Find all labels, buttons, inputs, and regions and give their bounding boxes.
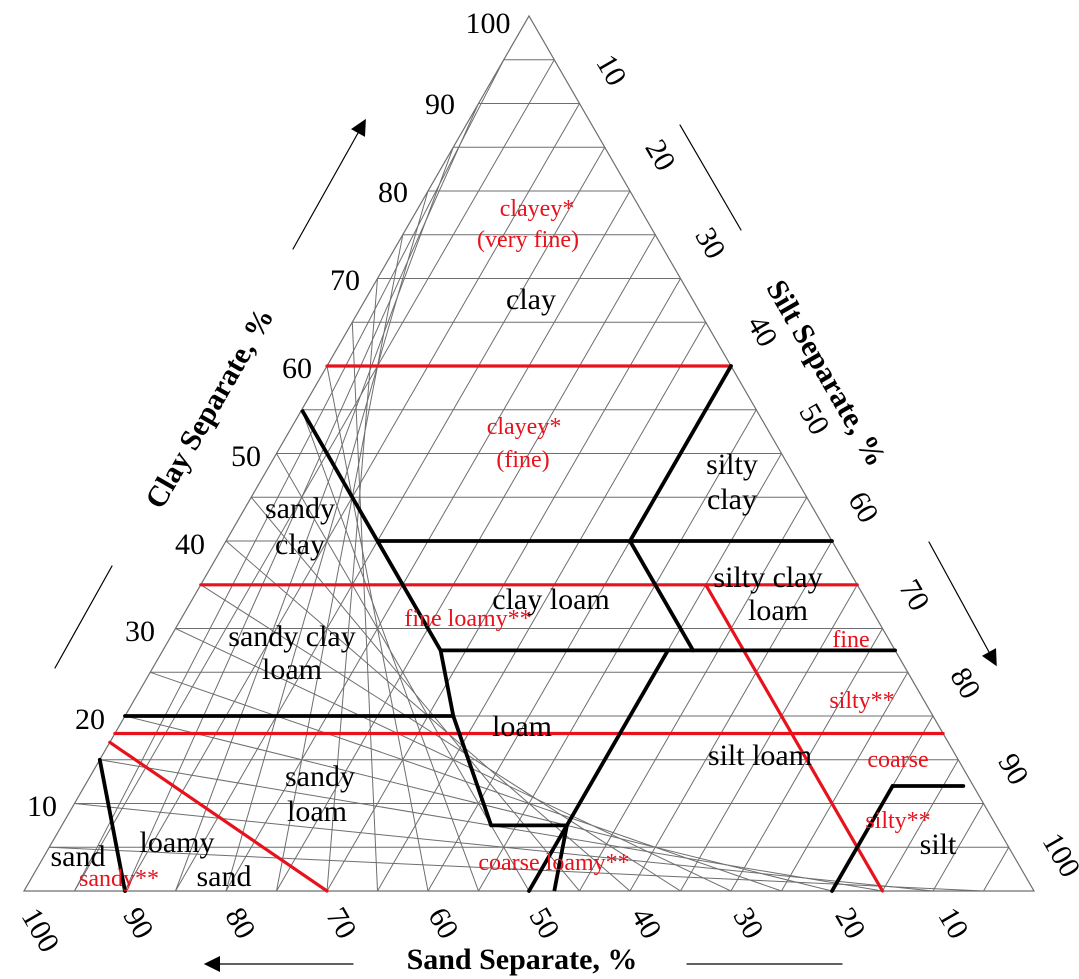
class-clay: clay: [506, 283, 556, 316]
class-silty-clay-loam-line2: loam: [748, 594, 808, 627]
clay-tick-40: 40: [175, 528, 205, 561]
gridline-silt: [579, 496, 808, 892]
silt-tick-30: 30: [688, 222, 732, 264]
clay-direction-arrow-head: [351, 118, 366, 137]
silt-direction-arrow: [928, 541, 990, 653]
class-sandy-clay-loam-line2: loam: [262, 653, 322, 686]
class-line-silty-clay: [628, 364, 733, 543]
family-fine-loamy: fine loamy**: [404, 606, 531, 632]
sand-tick-80: 80: [218, 902, 262, 944]
class-sand: sand: [51, 840, 106, 873]
family-clayey-very-fine-line2: (very fine): [477, 227, 579, 253]
silt-direction-arrow-head: [981, 648, 997, 667]
family-boundaries: [108, 364, 945, 893]
clay-tick-20: 20: [75, 703, 105, 736]
clay-tick-70: 70: [330, 264, 360, 297]
class-line-loam-right: [527, 648, 670, 893]
direction-arrows: [54, 118, 997, 972]
gridline-silt: [882, 759, 959, 892]
gridline-sand: [48, 846, 984, 892]
gridline-sand: [149, 671, 782, 892]
sand-tick-30: 30: [726, 902, 770, 944]
family-line-sandy: [108, 740, 329, 893]
sand-direction-arrow-head: [203, 956, 220, 972]
silt-tick-60: 60: [841, 486, 885, 528]
gridline-sand: [200, 584, 681, 892]
silt-tick-20: 20: [638, 134, 682, 176]
family-fine-silty-line1: fine: [832, 627, 869, 653]
gridline-silt: [175, 146, 606, 892]
class-line-sand: [97, 757, 127, 893]
texture-class-labels: clay silty clay sandy clay clay loam sil…: [51, 283, 958, 893]
family-coarse-silty-line1: coarse: [867, 747, 928, 773]
clay-tick-50: 50: [231, 440, 261, 473]
gridline-silt: [276, 234, 656, 892]
sand-tick-90: 90: [116, 902, 160, 944]
clay-tick-100: 100: [466, 7, 511, 40]
silt-tick-10: 10: [589, 49, 633, 91]
class-loamy-sand-line2: sand: [197, 860, 252, 893]
sand-tick-60: 60: [421, 902, 465, 944]
class-sandy-loam-line2: loam: [287, 795, 347, 828]
gridline-sand: [74, 803, 934, 892]
clay-tick-80: 80: [378, 176, 408, 209]
gridline-silt: [983, 846, 1010, 892]
sand-tick-50: 50: [522, 902, 566, 944]
gridline-silt: [781, 671, 909, 892]
class-silty-clay-loam-line1: silty clay: [713, 561, 822, 594]
class-sandy-loam-line1: sandy: [285, 760, 355, 793]
clay-tick-60: 60: [282, 352, 312, 385]
silt-tick-70: 70: [892, 574, 936, 616]
silt-tick-100: 100: [1036, 828, 1079, 883]
texture-class-boundaries: [97, 364, 966, 893]
class-silty-clay-line1: silty: [706, 448, 758, 481]
class-line-silt-left: [830, 784, 895, 893]
class-line-clay-loam-right: [628, 539, 695, 653]
class-sandy-clay-line2: clay: [275, 528, 325, 561]
gridline-silt: [932, 803, 984, 892]
gridline-silt: [629, 540, 833, 892]
sand-axis-title: Sand Separate, %: [407, 943, 638, 976]
family-labels: clayey* (very fine) clayey* (fine) fine …: [79, 196, 931, 892]
gridline-silt: [377, 321, 707, 892]
clay-tick-30: 30: [125, 615, 155, 648]
family-coarse-loamy: coarse loamy**: [478, 850, 629, 876]
sand-tick-100: 100: [15, 903, 66, 958]
family-line-15-sand: [704, 583, 885, 893]
class-sandy-clay-line1: sandy: [265, 492, 335, 525]
silt-axis-title: Silt Separate, %: [760, 274, 893, 472]
class-silt-loam: silt loam: [708, 739, 812, 772]
silt-tick-80: 80: [943, 662, 987, 704]
sand-tick-20: 20: [828, 902, 872, 944]
gridline-sand: [175, 628, 732, 892]
family-clayey-fine-line1: clayey*: [487, 414, 562, 440]
sand-tick-10: 10: [931, 902, 975, 944]
clay-axis-guide-line: [54, 565, 113, 669]
gridline-silt: [680, 584, 858, 892]
clay-axis-ticks: 100 90 80 70 60 50 40 30 20 10: [27, 7, 511, 823]
class-sandy-clay-loam-line1: sandy clay: [228, 620, 355, 653]
class-loamy-sand-line1: loamy: [140, 826, 215, 859]
gridline-silt: [74, 59, 555, 892]
silt-axis-guide-line: [679, 124, 742, 231]
class-silty-clay-line2: clay: [707, 483, 757, 516]
family-sandy: sandy**: [79, 866, 159, 892]
silt-tick-90: 90: [991, 748, 1035, 790]
class-silt: silt: [920, 828, 957, 861]
family-coarse-silty-line2: silty**: [865, 808, 930, 834]
clay-direction-arrow: [292, 132, 359, 250]
family-fine-silty-line2: silty**: [829, 688, 894, 714]
family-clayey-fine-line2: (fine): [496, 447, 549, 473]
class-clay-loam: clay loam: [492, 583, 609, 616]
clay-tick-10: 10: [27, 790, 57, 823]
clay-tick-90: 90: [425, 88, 455, 121]
silt-axis-ticks: 10 20 30 40 50 60 70 80 90 100: [589, 49, 1079, 883]
sand-tick-70: 70: [319, 902, 363, 944]
class-loam: loam: [492, 710, 552, 743]
sand-tick-40: 40: [624, 902, 668, 944]
family-clayey-very-fine-line1: clayey*: [500, 196, 575, 222]
gridline-sand: [124, 715, 833, 892]
